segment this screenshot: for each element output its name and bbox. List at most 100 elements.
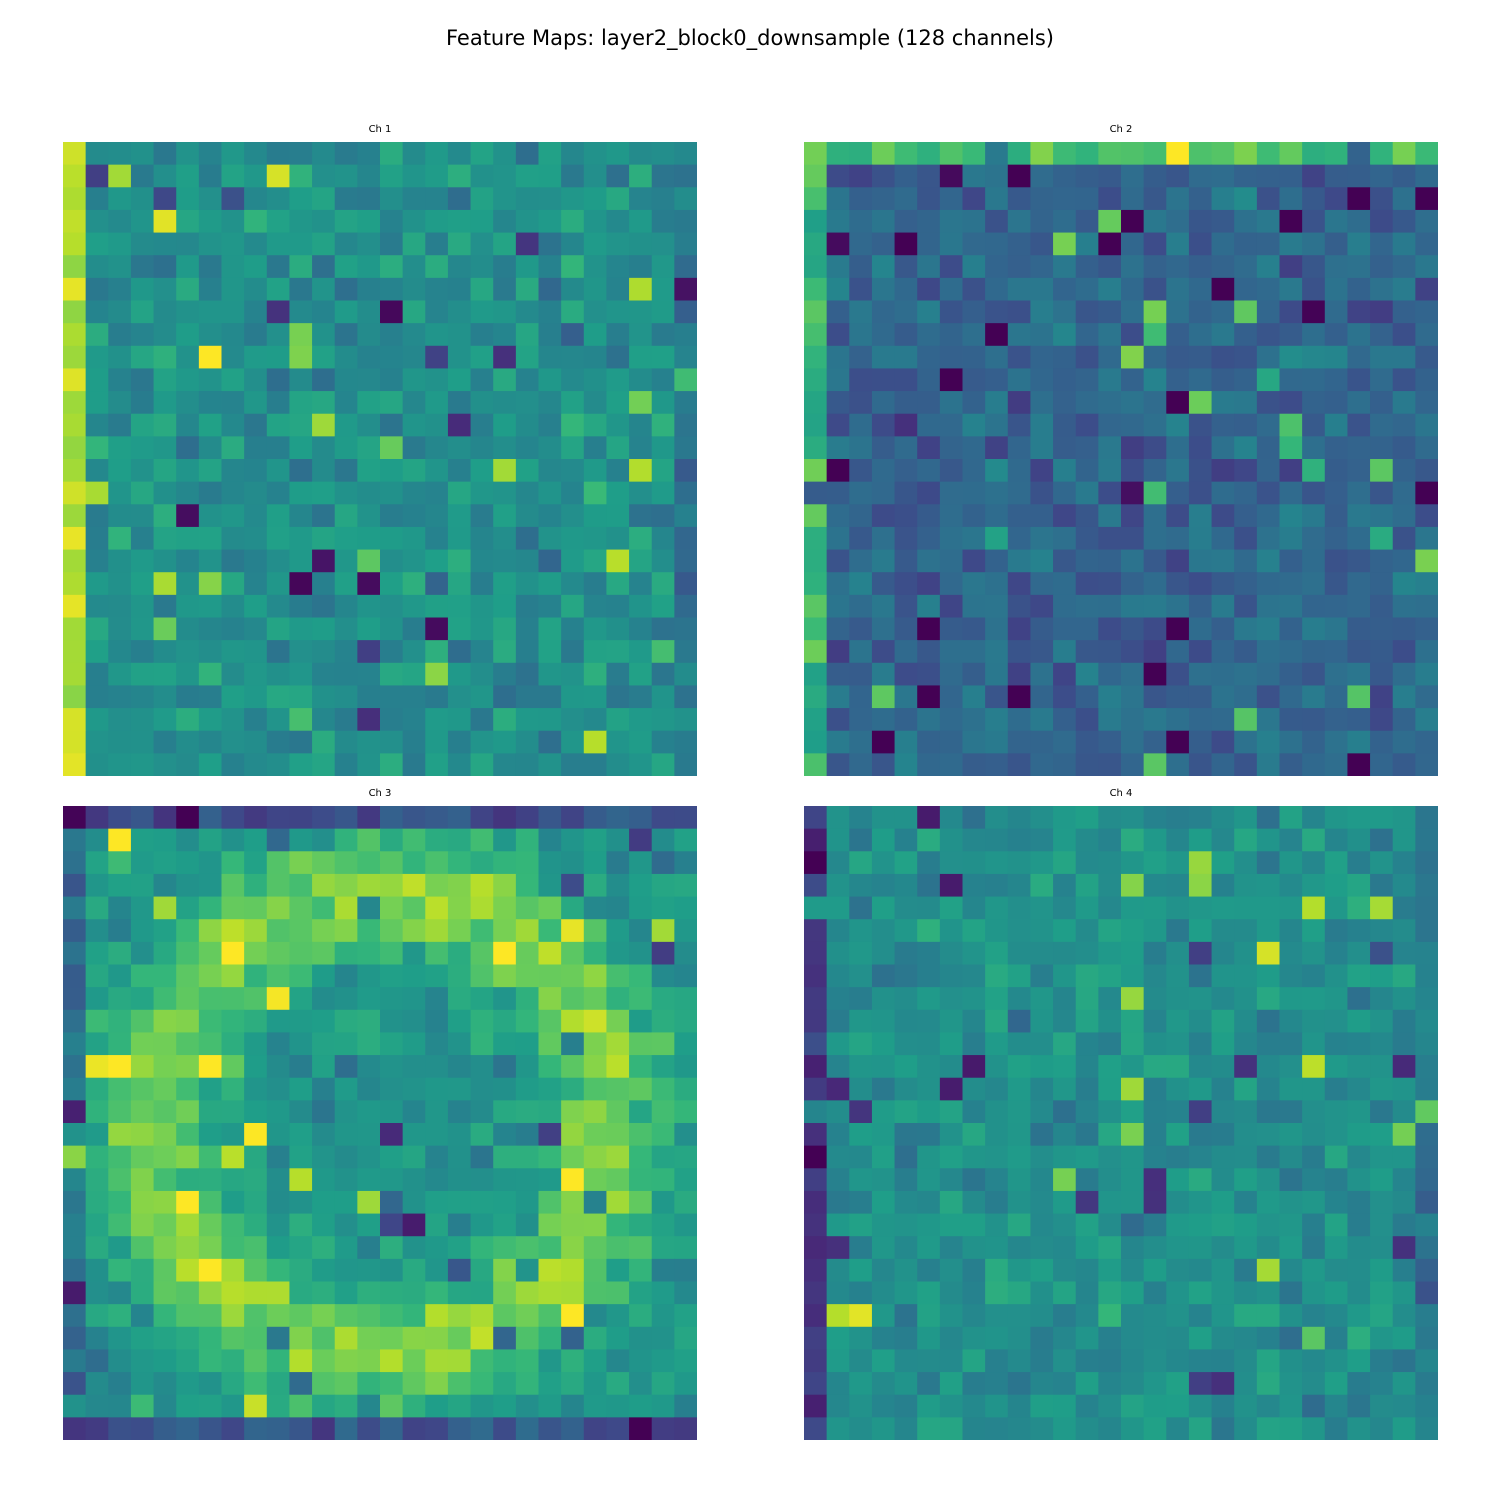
heatmap-cell	[583, 187, 608, 211]
heatmap-cell	[402, 1258, 426, 1283]
heatmap-cell	[176, 232, 200, 256]
heatmap-cell	[849, 1100, 873, 1124]
heatmap-cell	[1075, 753, 1099, 776]
heatmap-cell	[1279, 1168, 1303, 1192]
heatmap-cell	[312, 142, 336, 166]
heatmap-cell	[651, 1123, 675, 1147]
heatmap-cell	[63, 142, 87, 166]
heatmap-cell	[176, 730, 200, 754]
heatmap-cell	[894, 1372, 918, 1396]
heatmap-cell	[1302, 1190, 1326, 1215]
heatmap-cell	[1053, 1372, 1077, 1396]
heatmap-cell	[939, 1394, 964, 1418]
heatmap-cell	[85, 919, 109, 943]
heatmap-cell	[334, 1168, 358, 1192]
heatmap-cell	[1234, 345, 1258, 370]
heatmap-cell	[583, 1326, 608, 1351]
heatmap-cell	[962, 964, 986, 988]
heatmap-cell	[651, 873, 675, 898]
heatmap-cell	[85, 572, 109, 596]
heatmap-cell	[108, 1372, 132, 1396]
heatmap-cell	[1279, 549, 1303, 573]
heatmap-cell	[561, 1349, 585, 1373]
heatmap-cell	[1007, 941, 1032, 966]
heatmap-cell	[312, 1394, 336, 1418]
heatmap-cell	[651, 1349, 675, 1373]
heatmap-cell	[493, 594, 517, 619]
heatmap-cell	[629, 1394, 653, 1418]
heatmap-cell	[470, 142, 494, 166]
heatmap-cell	[493, 526, 517, 551]
heatmap-cell	[1347, 594, 1371, 619]
heatmap-cell	[538, 1349, 562, 1373]
heatmap-cell	[1075, 1213, 1099, 1237]
heatmap-cell	[871, 187, 896, 211]
heatmap-cell	[1053, 1349, 1077, 1373]
heatmap-cell	[985, 919, 1009, 943]
heatmap-cell	[515, 164, 540, 188]
heatmap-cell	[1302, 323, 1326, 347]
heatmap-cell	[561, 1213, 585, 1237]
heatmap-cell	[85, 806, 109, 830]
heatmap-cell	[470, 164, 494, 188]
heatmap-cell	[1188, 504, 1213, 528]
heatmap-cell	[1370, 526, 1394, 551]
heatmap-cell	[1279, 1236, 1303, 1260]
heatmap-cell	[402, 594, 426, 619]
heatmap-cell	[266, 1123, 291, 1147]
heatmap-cell	[334, 964, 358, 988]
heatmap-cell	[266, 391, 291, 415]
heatmap-cell	[917, 526, 941, 551]
heatmap-cell	[108, 1077, 132, 1101]
heatmap-cell	[917, 164, 941, 188]
heatmap-cell	[1347, 1145, 1371, 1169]
heatmap-cell	[515, 685, 540, 709]
heatmap-cell	[674, 1417, 697, 1440]
heatmap-cell	[1075, 1372, 1099, 1396]
heatmap-cell	[289, 300, 313, 324]
heatmap-cell	[917, 300, 941, 324]
heatmap-cell	[447, 368, 472, 392]
heatmap-cell	[1279, 391, 1303, 415]
heatmap-cell	[357, 1009, 381, 1034]
heatmap-cell	[561, 617, 585, 641]
heatmap-cell	[447, 851, 472, 875]
heatmap-cell	[1392, 1055, 1416, 1079]
heatmap-cell	[221, 1213, 245, 1237]
heatmap-cell	[939, 1213, 964, 1237]
heatmap-cell	[244, 1304, 268, 1328]
heatmap-cell	[312, 164, 336, 188]
heatmap-cell	[402, 164, 426, 188]
heatmap-cell	[1030, 594, 1054, 619]
heatmap-cell	[1188, 1236, 1213, 1260]
heatmap-cell	[826, 851, 850, 875]
heatmap-cell	[1075, 1168, 1099, 1192]
heatmap-cell	[1030, 142, 1054, 166]
heatmap-cell	[153, 526, 177, 551]
heatmap-cell	[1234, 232, 1258, 256]
heatmap-cell	[198, 1258, 223, 1283]
heatmap-cell	[470, 806, 494, 830]
heatmap-cell	[871, 1213, 896, 1237]
heatmap-cell	[583, 662, 608, 687]
heatmap-cell	[85, 459, 109, 483]
heatmap-cell	[85, 1326, 109, 1351]
heatmap-cell	[515, 1009, 540, 1034]
heatmap-cell	[108, 1145, 132, 1169]
heatmap-cell	[1279, 594, 1303, 619]
heatmap-cell	[1098, 753, 1122, 776]
heatmap-cell	[1234, 436, 1258, 460]
heatmap-cell	[108, 987, 132, 1011]
heatmap-cell	[1302, 209, 1326, 234]
heatmap-cell	[198, 1009, 223, 1034]
heatmap-cell	[1188, 1077, 1213, 1101]
heatmap-cell	[244, 941, 268, 966]
heatmap-cell	[917, 753, 941, 776]
heatmap-cell	[561, 549, 585, 573]
heatmap-cell	[1166, 964, 1190, 988]
heatmap-cell	[962, 232, 986, 256]
heatmap-cell	[1234, 828, 1258, 852]
heatmap-cell	[1121, 1281, 1145, 1305]
heatmap-cell	[674, 1032, 697, 1056]
heatmap-cell	[804, 549, 828, 573]
